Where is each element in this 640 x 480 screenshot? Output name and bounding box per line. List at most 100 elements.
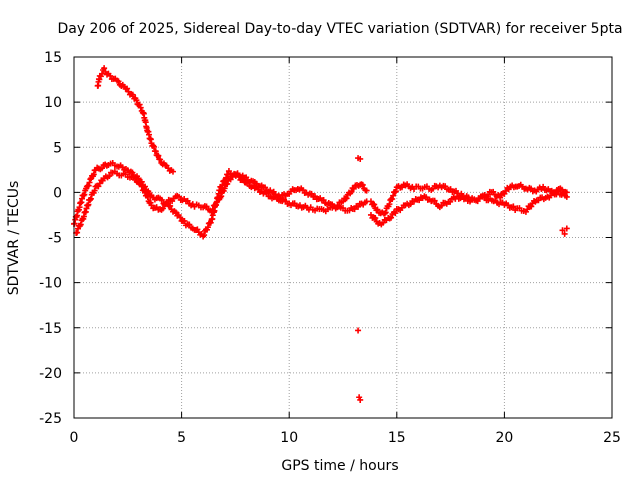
y-tick-label: -25 xyxy=(39,411,62,427)
data-point xyxy=(106,173,113,180)
data-point xyxy=(77,221,84,228)
data-point xyxy=(137,180,144,187)
data-point xyxy=(129,91,136,98)
series-upper-arc xyxy=(94,65,176,175)
data-point xyxy=(372,215,379,222)
data-point xyxy=(159,205,166,212)
data-point xyxy=(133,97,140,104)
data-point xyxy=(386,201,393,208)
data-point xyxy=(355,327,362,334)
series-isolated xyxy=(355,155,570,403)
x-tick-label: 0 xyxy=(70,430,79,446)
data-point xyxy=(343,195,350,202)
data-point xyxy=(388,214,395,221)
data-point xyxy=(391,189,398,196)
data-point xyxy=(169,168,176,175)
data-point xyxy=(155,152,162,159)
data-point xyxy=(381,210,388,217)
data-point xyxy=(209,206,216,213)
data-point xyxy=(80,192,87,199)
data-point xyxy=(374,206,381,213)
data-point xyxy=(85,182,92,189)
data-points xyxy=(71,65,570,403)
data-point xyxy=(442,183,449,190)
data-point xyxy=(359,181,366,188)
data-point xyxy=(431,197,438,204)
x-tick-labels: 0 5 10 15 20 25 xyxy=(70,430,621,446)
data-point xyxy=(101,65,108,72)
data-point xyxy=(407,201,414,208)
data-point xyxy=(157,156,164,163)
y-tick-labels: 15 10 5 0 -5 -10 -15 -20 -25 xyxy=(39,50,62,427)
data-point xyxy=(177,214,184,221)
data-point xyxy=(158,196,165,203)
x-tick-label: 10 xyxy=(280,430,298,446)
data-point xyxy=(392,210,399,217)
data-point xyxy=(234,170,241,177)
data-point xyxy=(136,101,143,108)
data-point xyxy=(91,187,98,194)
y-tick-label: -5 xyxy=(48,231,62,247)
data-point xyxy=(218,193,225,200)
data-point xyxy=(151,143,158,150)
data-point xyxy=(363,187,370,194)
data-point xyxy=(137,104,144,111)
data-point xyxy=(86,179,93,186)
data-point xyxy=(389,196,396,203)
data-point xyxy=(201,232,208,239)
data-point xyxy=(390,192,397,199)
data-point xyxy=(130,173,137,180)
data-point xyxy=(213,202,220,209)
data-point xyxy=(447,198,454,205)
data-point xyxy=(355,203,362,210)
y-tick-label: -10 xyxy=(39,276,62,292)
y-tick-label: 15 xyxy=(44,50,62,66)
data-point xyxy=(561,230,568,237)
data-point xyxy=(371,201,378,208)
data-point xyxy=(98,70,105,77)
data-point xyxy=(203,203,210,210)
data-point xyxy=(438,202,445,209)
data-point xyxy=(357,396,364,403)
data-point xyxy=(540,183,547,190)
x-tick-label: 5 xyxy=(177,430,186,446)
data-point xyxy=(81,191,88,198)
data-point xyxy=(559,227,566,234)
y-tick-label: -15 xyxy=(39,321,62,337)
data-point xyxy=(181,217,188,224)
data-point xyxy=(563,225,570,232)
x-tick-label: 25 xyxy=(603,430,621,446)
data-point xyxy=(74,229,81,236)
data-point xyxy=(221,185,228,192)
x-tick-label: 15 xyxy=(388,430,406,446)
data-point xyxy=(351,206,358,213)
data-point xyxy=(224,180,231,187)
data-point xyxy=(98,165,105,172)
data-point xyxy=(164,201,171,208)
data-point xyxy=(277,195,284,202)
x-tick-label: 20 xyxy=(495,430,513,446)
data-point xyxy=(563,189,570,196)
data-point xyxy=(152,148,159,155)
data-point xyxy=(186,221,193,228)
data-point xyxy=(115,78,122,85)
data-point xyxy=(382,209,389,216)
data-point xyxy=(124,85,131,92)
axis-ticks xyxy=(73,56,613,419)
y-tick-label: -20 xyxy=(39,366,62,382)
y-axis-label: SDTVAR / TECUs xyxy=(6,181,22,296)
x-axis-label: GPS time / hours xyxy=(281,458,398,474)
data-point xyxy=(207,219,214,226)
plot-frame xyxy=(73,56,613,419)
data-point xyxy=(90,171,97,178)
data-point xyxy=(144,194,151,201)
data-point xyxy=(392,188,399,195)
data-point xyxy=(357,155,364,162)
series-arc-b xyxy=(73,168,370,236)
data-point xyxy=(308,190,315,197)
data-point xyxy=(107,72,114,79)
data-point xyxy=(87,195,94,202)
data-point xyxy=(262,184,269,191)
data-point xyxy=(176,193,183,200)
